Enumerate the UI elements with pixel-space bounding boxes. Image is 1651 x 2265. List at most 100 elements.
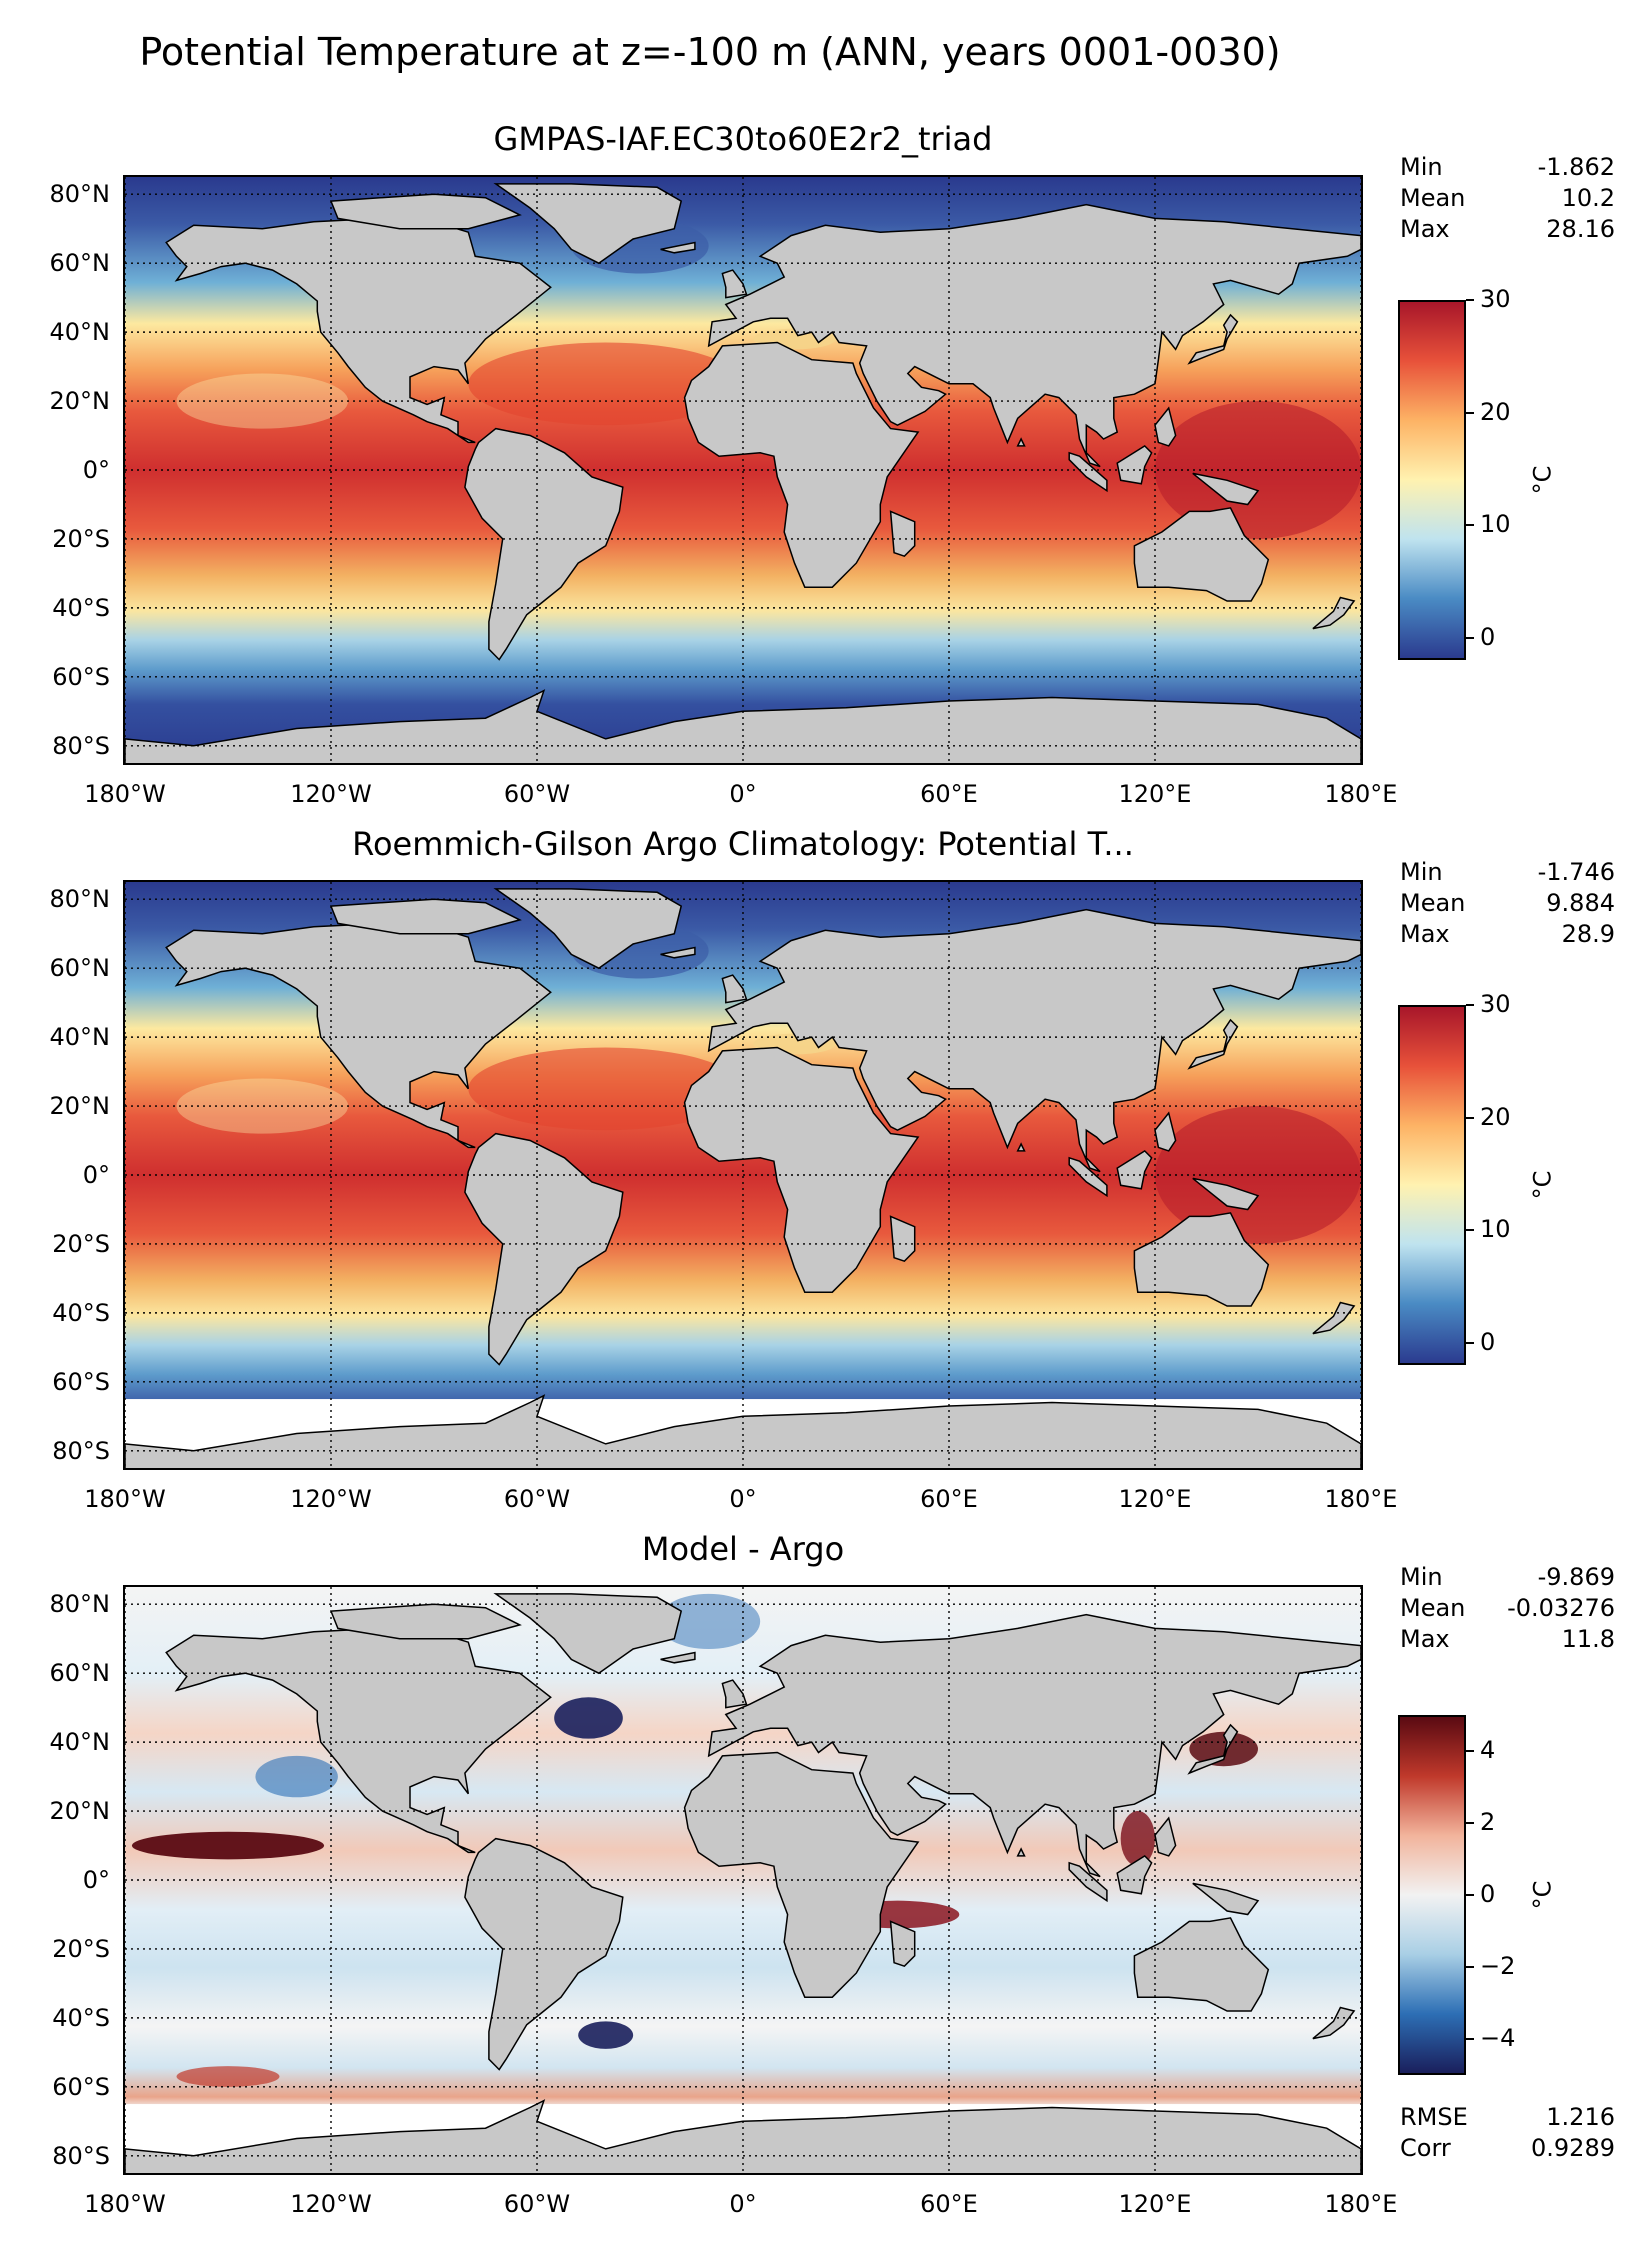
lat-tick-label: 60°S	[52, 2072, 110, 2101]
land-mass	[683, 1046, 920, 1293]
land-mass	[1192, 1882, 1260, 1916]
land-mass	[721, 974, 748, 1004]
map-argo	[123, 880, 1363, 1470]
lon-tick-label: 60°W	[503, 1485, 571, 1513]
lon-tick-label: 60°W	[503, 780, 571, 808]
lon-tick-label: 120°E	[1118, 780, 1192, 808]
land-mass	[1016, 437, 1026, 447]
colorbar-unit-label: °C	[1528, 1170, 1557, 1200]
lat-tick-label: 80°S	[52, 2141, 110, 2170]
warm-bias-patch	[1189, 1731, 1258, 1767]
stat-label: RMSE	[1400, 2103, 1468, 2131]
land-mass	[329, 898, 522, 935]
land-mass	[1133, 1917, 1270, 2012]
stat-value: 1.216	[1546, 2103, 1615, 2131]
lon-tick-label: 60°E	[920, 2190, 978, 2218]
panel-diff: Model - Argo 180°W 120°W 60°W 0° 60°E 120°E 18…	[0, 1530, 1651, 2230]
land-mass	[493, 888, 683, 970]
lat-tick-label: 0°	[82, 1866, 110, 1894]
land-mass	[1192, 1177, 1260, 1211]
land-mass	[889, 1920, 916, 1968]
stat-label: Min	[1400, 1563, 1443, 1591]
stat-label: Min	[1400, 858, 1443, 886]
panel-title: Model - Argo	[641, 1530, 845, 1568]
map-model	[123, 175, 1363, 765]
lat-tick-label: 20°N	[49, 1797, 111, 1826]
colorbar-tick-label: −2	[1480, 1952, 1516, 1980]
colorbar-gradient	[1398, 1005, 1466, 1365]
colorbar-tick-label: 30	[1480, 990, 1511, 1018]
land-mass	[1187, 1723, 1239, 1775]
land-mass	[464, 1837, 624, 2071]
panel-title: GMPAS-IAF.EC30to60E2r2_triad	[493, 120, 993, 158]
colorbar-tick-mark	[1466, 1116, 1474, 1119]
land-mass	[707, 908, 1361, 1173]
lat-tick-label: 0°	[82, 456, 110, 484]
panel-model: GMPAS-IAF.EC30to60E2r2_triad 180°W 120°W 6…	[0, 120, 1651, 820]
lat-tick-label: 40°N	[49, 1023, 111, 1052]
stat-value: -0.03276	[1507, 1594, 1615, 1622]
land-mass	[1154, 1816, 1177, 1857]
colorbar-tick-mark	[1466, 1750, 1474, 1752]
lon-tick-label: 60°E	[920, 780, 978, 808]
land-mass	[660, 946, 696, 959]
land-mass	[165, 1627, 552, 1854]
stat-label: Corr	[1400, 2134, 1451, 2162]
land-mass	[165, 217, 552, 444]
stat-label: Max	[1400, 920, 1450, 948]
land-mass	[1068, 1156, 1108, 1198]
colorbar-tick-mark	[1466, 2038, 1474, 2040]
land-mass	[493, 183, 683, 265]
land-mass	[889, 510, 916, 558]
map-diff	[123, 1585, 1363, 2175]
land-mass	[329, 193, 522, 230]
lat-tick-label: 20°N	[49, 1092, 111, 1121]
land-mass	[1116, 1854, 1153, 1895]
land-mass	[493, 1593, 683, 1675]
stat-value: 11.8	[1561, 1625, 1615, 1653]
lon-tick-label: 120°W	[290, 2190, 372, 2218]
land-mass	[165, 922, 552, 1149]
colorbar-tick-label: 2	[1480, 1808, 1496, 1836]
lon-tick-label: 60°W	[503, 2190, 571, 2218]
stats-box: Min -1.862 Mean 10.2 Max 28.16	[1400, 152, 1615, 245]
lat-tick-label: 40°S	[52, 593, 110, 622]
land-mass	[889, 1215, 916, 1263]
colorbar-tick-mark	[1466, 411, 1474, 414]
cold-bias-patch	[657, 1593, 761, 1650]
lon-tick-label: 180°E	[1324, 1485, 1398, 1513]
land-mass	[660, 1651, 696, 1664]
colorbar-tick-mark	[1466, 1966, 1474, 1968]
land-mass	[329, 1603, 522, 1640]
colorbar-unit-label: °C	[1528, 465, 1557, 495]
panel-title: Roemmich-Gilson Argo Climatology: Potent…	[352, 825, 1134, 863]
land-mass	[1187, 1018, 1239, 1070]
colorbar-tick-label: 20	[1480, 397, 1511, 426]
error-stats-box: RMSE 1.216 Corr 0.9289	[1400, 2102, 1615, 2164]
colorbar-unit-label: °C	[1528, 1880, 1557, 1910]
lon-tick-label: 180°E	[1324, 2190, 1398, 2218]
colorbar-tick-mark	[1466, 524, 1474, 526]
temperature-anomaly-patch	[176, 1078, 349, 1134]
land-mass	[1187, 313, 1239, 365]
land-mass	[464, 1132, 624, 1366]
colorbar-tick-label: 4	[1480, 1736, 1496, 1764]
colorbar-tick-label: 10	[1480, 510, 1511, 538]
stat-value: 28.16	[1546, 215, 1615, 243]
stat-label: Max	[1400, 1625, 1450, 1653]
colorbar-tick-mark	[1466, 1822, 1474, 1824]
lon-tick-label: 60°E	[920, 1485, 978, 1513]
land-mass	[1312, 596, 1356, 630]
stat-label: Max	[1400, 215, 1450, 243]
lat-tick-label: 40°S	[52, 2003, 110, 2032]
land-mass	[683, 1751, 920, 1998]
lon-tick-label: 0°	[729, 780, 757, 808]
stat-value: 10.2	[1561, 184, 1615, 212]
lat-tick-label: 60°N	[49, 249, 111, 278]
lat-tick-label: 0°	[82, 1161, 110, 1189]
land-mass	[721, 269, 748, 299]
colorbar-tick-label: 0	[1480, 1327, 1496, 1356]
colorbar-tick-label: 10	[1480, 1215, 1511, 1243]
lat-tick-label: 20°N	[49, 387, 111, 416]
lon-tick-label: 120°W	[290, 1485, 372, 1513]
